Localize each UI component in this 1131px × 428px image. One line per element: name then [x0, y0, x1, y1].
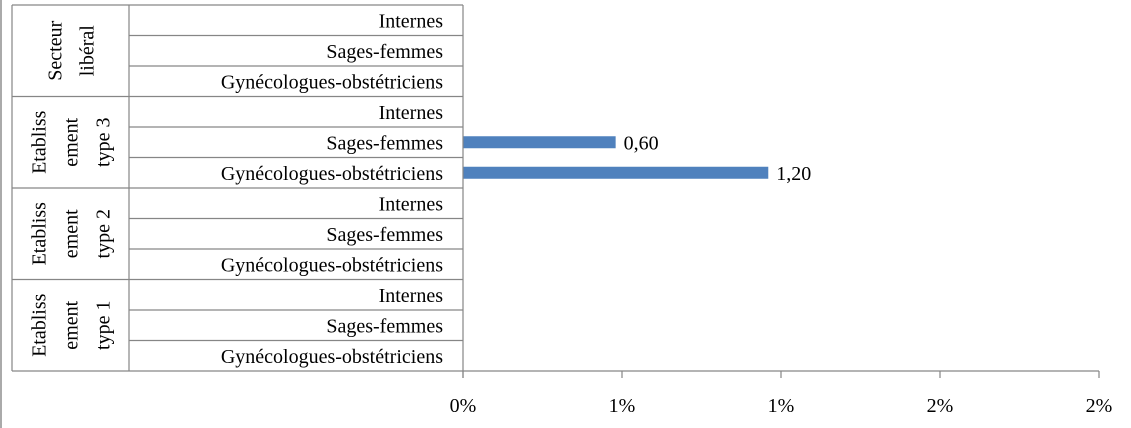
category-labels: Internes Sages-femmes Gynécologues-obstétr…: [221, 10, 443, 368]
x-axis: 0% 1% 1% 2% 2%: [12, 5, 1112, 417]
category-label: Gynécologues-obstétriciens: [221, 163, 443, 185]
category-label: Internes: [379, 193, 444, 215]
category-label: Gynécologues-obstétriciens: [221, 346, 443, 368]
category-label: Sages-femmes: [326, 41, 443, 63]
category-label: Sages-femmes: [326, 132, 443, 154]
group-label-line: Etabliss: [29, 110, 51, 174]
group-label: Secteur libéral: [45, 20, 99, 80]
category-label: Gynécologues-obstétriciens: [221, 71, 443, 93]
group-label-line: libéral: [77, 25, 99, 77]
chart-frame: [0, 0, 463, 428]
x-tick-label: 2%: [927, 395, 954, 417]
bars: 0,60 1,20: [463, 132, 811, 185]
bar: [463, 136, 616, 149]
group-label-line: Secteur: [45, 20, 67, 80]
group-label-line: Etabliss: [29, 293, 51, 357]
group-label-line: ement: [61, 209, 83, 258]
group-label-line: type 1: [93, 301, 115, 350]
x-tick-label: 2%: [1086, 395, 1113, 417]
group-label-line: Etabliss: [29, 202, 51, 266]
category-label: Internes: [379, 10, 444, 32]
group-label-line: ement: [61, 117, 83, 166]
x-tick-label: 0%: [450, 395, 477, 417]
group-label-line: type 3: [93, 118, 115, 167]
category-label: Gynécologues-obstétriciens: [221, 254, 443, 276]
group-label-line: type 2: [93, 209, 115, 258]
data-label: 0,60: [624, 132, 659, 154]
category-label: Internes: [379, 102, 444, 124]
group-label: Etabliss ement type 3: [29, 110, 115, 174]
category-label: Sages-femmes: [326, 315, 443, 337]
group-label-line: ement: [61, 300, 83, 349]
category-label: Sages-femmes: [326, 224, 443, 246]
group-label: Etabliss ement type 1: [29, 293, 115, 357]
bar: [463, 166, 769, 179]
data-label: 1,20: [776, 163, 811, 185]
x-tick-label: 1%: [768, 395, 795, 417]
group-label: Etabliss ement type 2: [29, 202, 115, 266]
x-tick-label: 1%: [609, 395, 636, 417]
category-label: Internes: [379, 285, 444, 307]
